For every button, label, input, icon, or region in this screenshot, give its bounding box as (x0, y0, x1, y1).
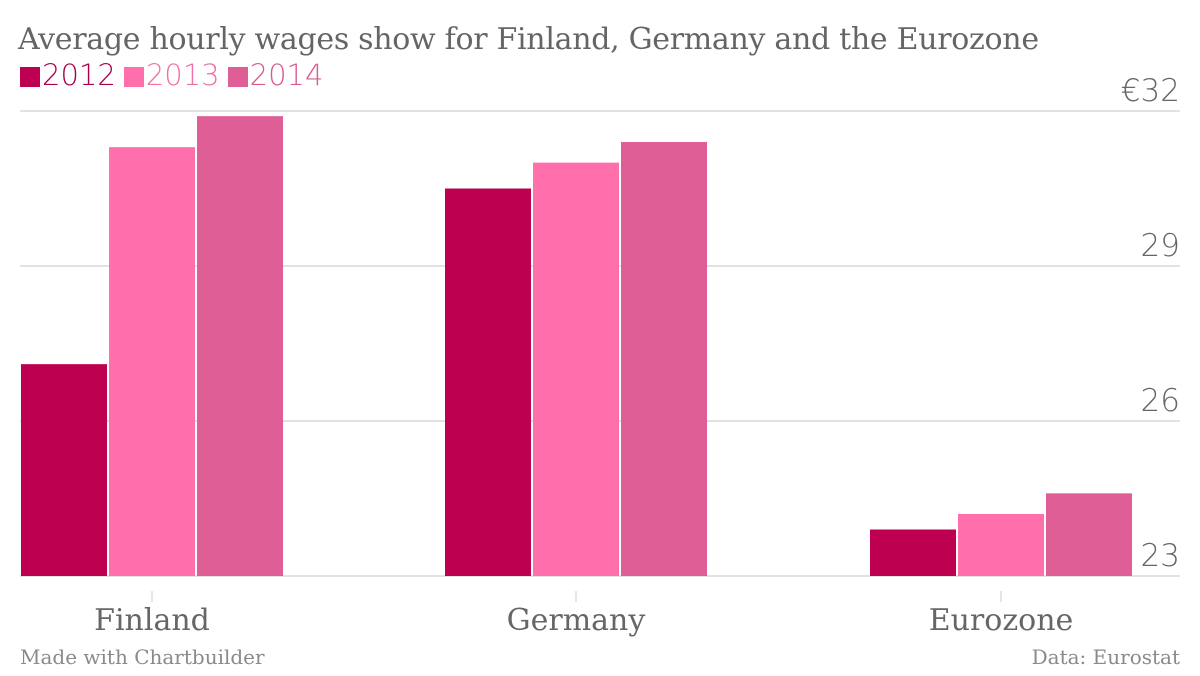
legend-item-2012: 2012 (20, 58, 116, 92)
y-tick-label: 23 (1141, 538, 1180, 574)
y-tick-label: €32 (1121, 73, 1180, 109)
x-axis-labels: Finland Germany Eurozone (94, 591, 1073, 638)
bar-finland-2013 (109, 147, 195, 576)
legend-item-2013: 2013 (123, 58, 220, 92)
bar-finland-2014 (197, 116, 283, 577)
bar-germany-2014 (621, 142, 707, 576)
bar-finland-2012 (21, 364, 107, 576)
legend: 2012 2013 2014 (20, 58, 323, 92)
legend-label-2012: 2012 (42, 58, 116, 92)
legend-label-2013: 2013 (145, 58, 220, 92)
bar-eurozone-2014 (1046, 493, 1132, 576)
bar-germany-2012 (445, 188, 531, 576)
x-tick-label: Germany (507, 603, 646, 638)
x-tick-label: Eurozone (929, 603, 1074, 638)
y-tick-label: 29 (1141, 228, 1180, 264)
x-tick-label: Finland (94, 603, 210, 638)
legend-item-2014: 2014 (227, 58, 324, 92)
bar-eurozone-2012 (870, 529, 956, 576)
legend-swatch-2013 (123, 67, 144, 87)
chartbuilder-credit: Made with Chartbuilder (20, 645, 265, 669)
chart-title: Average hourly wages show for Finland, G… (18, 22, 1039, 57)
legend-swatch-2014 (227, 67, 248, 87)
y-axis-labels: 23 26 29 €32 (1121, 73, 1180, 574)
y-tick-label: 26 (1141, 383, 1180, 419)
bars (21, 116, 1132, 577)
data-source: Data: Eurostat (1031, 645, 1180, 669)
legend-swatch-2012 (20, 67, 40, 87)
legend-label-2014: 2014 (249, 58, 324, 92)
bar-eurozone-2013 (958, 514, 1044, 576)
bar-germany-2013 (533, 162, 619, 576)
